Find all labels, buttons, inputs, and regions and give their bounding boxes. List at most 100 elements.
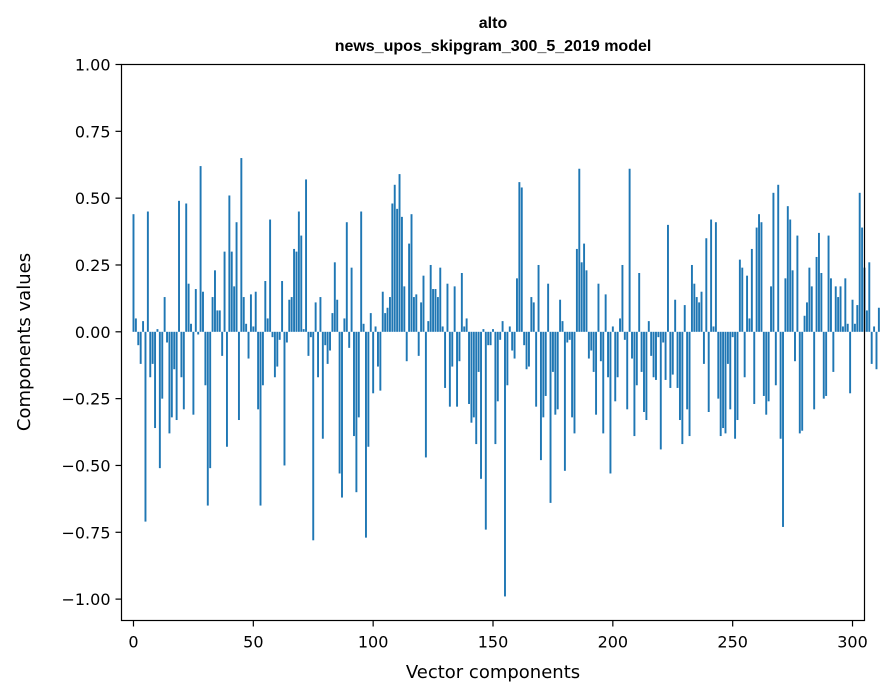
bar-107 [388,297,391,332]
bar-88 [343,318,346,332]
bar-196 [602,331,605,434]
bar-142 [472,331,475,418]
bar-112 [400,216,403,332]
bar-306 [865,310,868,332]
bar-184 [573,331,576,434]
bar-265 [767,331,770,402]
bar-59 [273,331,276,378]
plot-frame [120,63,866,622]
bar-233 [690,264,693,332]
bar-50 [252,326,255,332]
bar-304 [861,227,864,332]
bar-43 [235,222,238,332]
bar-220 [659,331,662,450]
bar-63 [283,331,286,466]
bar-212 [640,331,643,372]
bar-191 [590,331,593,351]
bar-259 [753,331,756,404]
bar-270 [779,331,782,439]
bar-226 [674,299,677,332]
bar-53 [259,331,262,506]
bar-95 [360,211,363,332]
bar-118 [415,294,418,332]
bar-3 [139,331,142,364]
bar-26 [194,289,197,332]
bar-13 [163,297,166,332]
bar-150 [492,329,494,332]
bar-311 [877,307,880,332]
bar-286 [818,232,820,332]
bar-62 [281,281,284,332]
bar-71 [302,329,305,332]
bar-37 [221,331,224,356]
bar-176 [554,331,557,415]
bar-106 [386,307,389,332]
bar-33 [211,297,214,332]
bar-168 [535,331,538,407]
bar-301 [853,323,856,332]
bar-171 [542,331,545,418]
bar-149 [489,331,492,346]
bar-299 [849,331,852,394]
bar-292 [832,331,835,372]
bar-136 [458,331,461,362]
bar-73 [307,331,310,356]
bar-179 [561,321,564,332]
bar-32 [209,331,212,469]
bar-119 [417,331,420,356]
y-tick-label-1: 0.75 [75,122,111,141]
bar-203 [619,318,621,332]
bar-165 [527,331,530,367]
bar-248 [726,331,729,364]
bar-288 [822,331,825,399]
bar-257 [748,318,751,332]
bar-185 [575,248,578,332]
bar-242 [712,326,715,332]
bar-225 [671,331,674,375]
bar-201 [614,331,617,402]
bar-141 [470,331,473,423]
bar-64 [285,331,288,343]
bar-213 [643,331,645,412]
y-axis-label: Components values [14,253,35,431]
bar-287 [820,273,823,332]
bar-15 [168,331,171,434]
bar-17 [173,331,176,370]
bar-187 [580,262,583,332]
bar-298 [846,323,849,332]
bar-78 [319,297,322,332]
bar-277 [796,235,799,332]
bar-115 [408,243,411,332]
bar-293 [834,286,837,332]
bar-60 [276,331,279,367]
bar-195 [599,331,602,362]
bar-25 [192,331,195,415]
bar-237 [700,291,703,332]
bar-162 [520,187,523,332]
x-tick-label-0: 0 [128,633,138,652]
bar-21 [182,331,185,410]
y-tick-label-8: −1.00 [61,590,110,609]
bar-27 [197,331,200,335]
bar-219 [657,331,660,338]
y-tick-label-7: −0.75 [61,523,110,542]
bar-271 [782,331,784,527]
bar-172 [544,331,547,396]
bar-231 [686,331,689,410]
bar-110 [396,208,399,332]
bar-215 [647,321,650,332]
bar-87 [341,331,343,498]
bar-180 [563,331,566,471]
bar-31 [206,331,209,506]
bar-278 [798,331,801,434]
bar-61 [278,331,281,340]
bar-155 [504,331,506,597]
bar-98 [367,331,370,447]
bar-211 [638,273,641,332]
bar-217 [652,331,655,378]
bar-161 [518,182,521,332]
bar-223 [667,224,669,332]
bar-186 [578,168,581,332]
bar-214 [645,331,648,421]
bar-169 [537,264,540,332]
